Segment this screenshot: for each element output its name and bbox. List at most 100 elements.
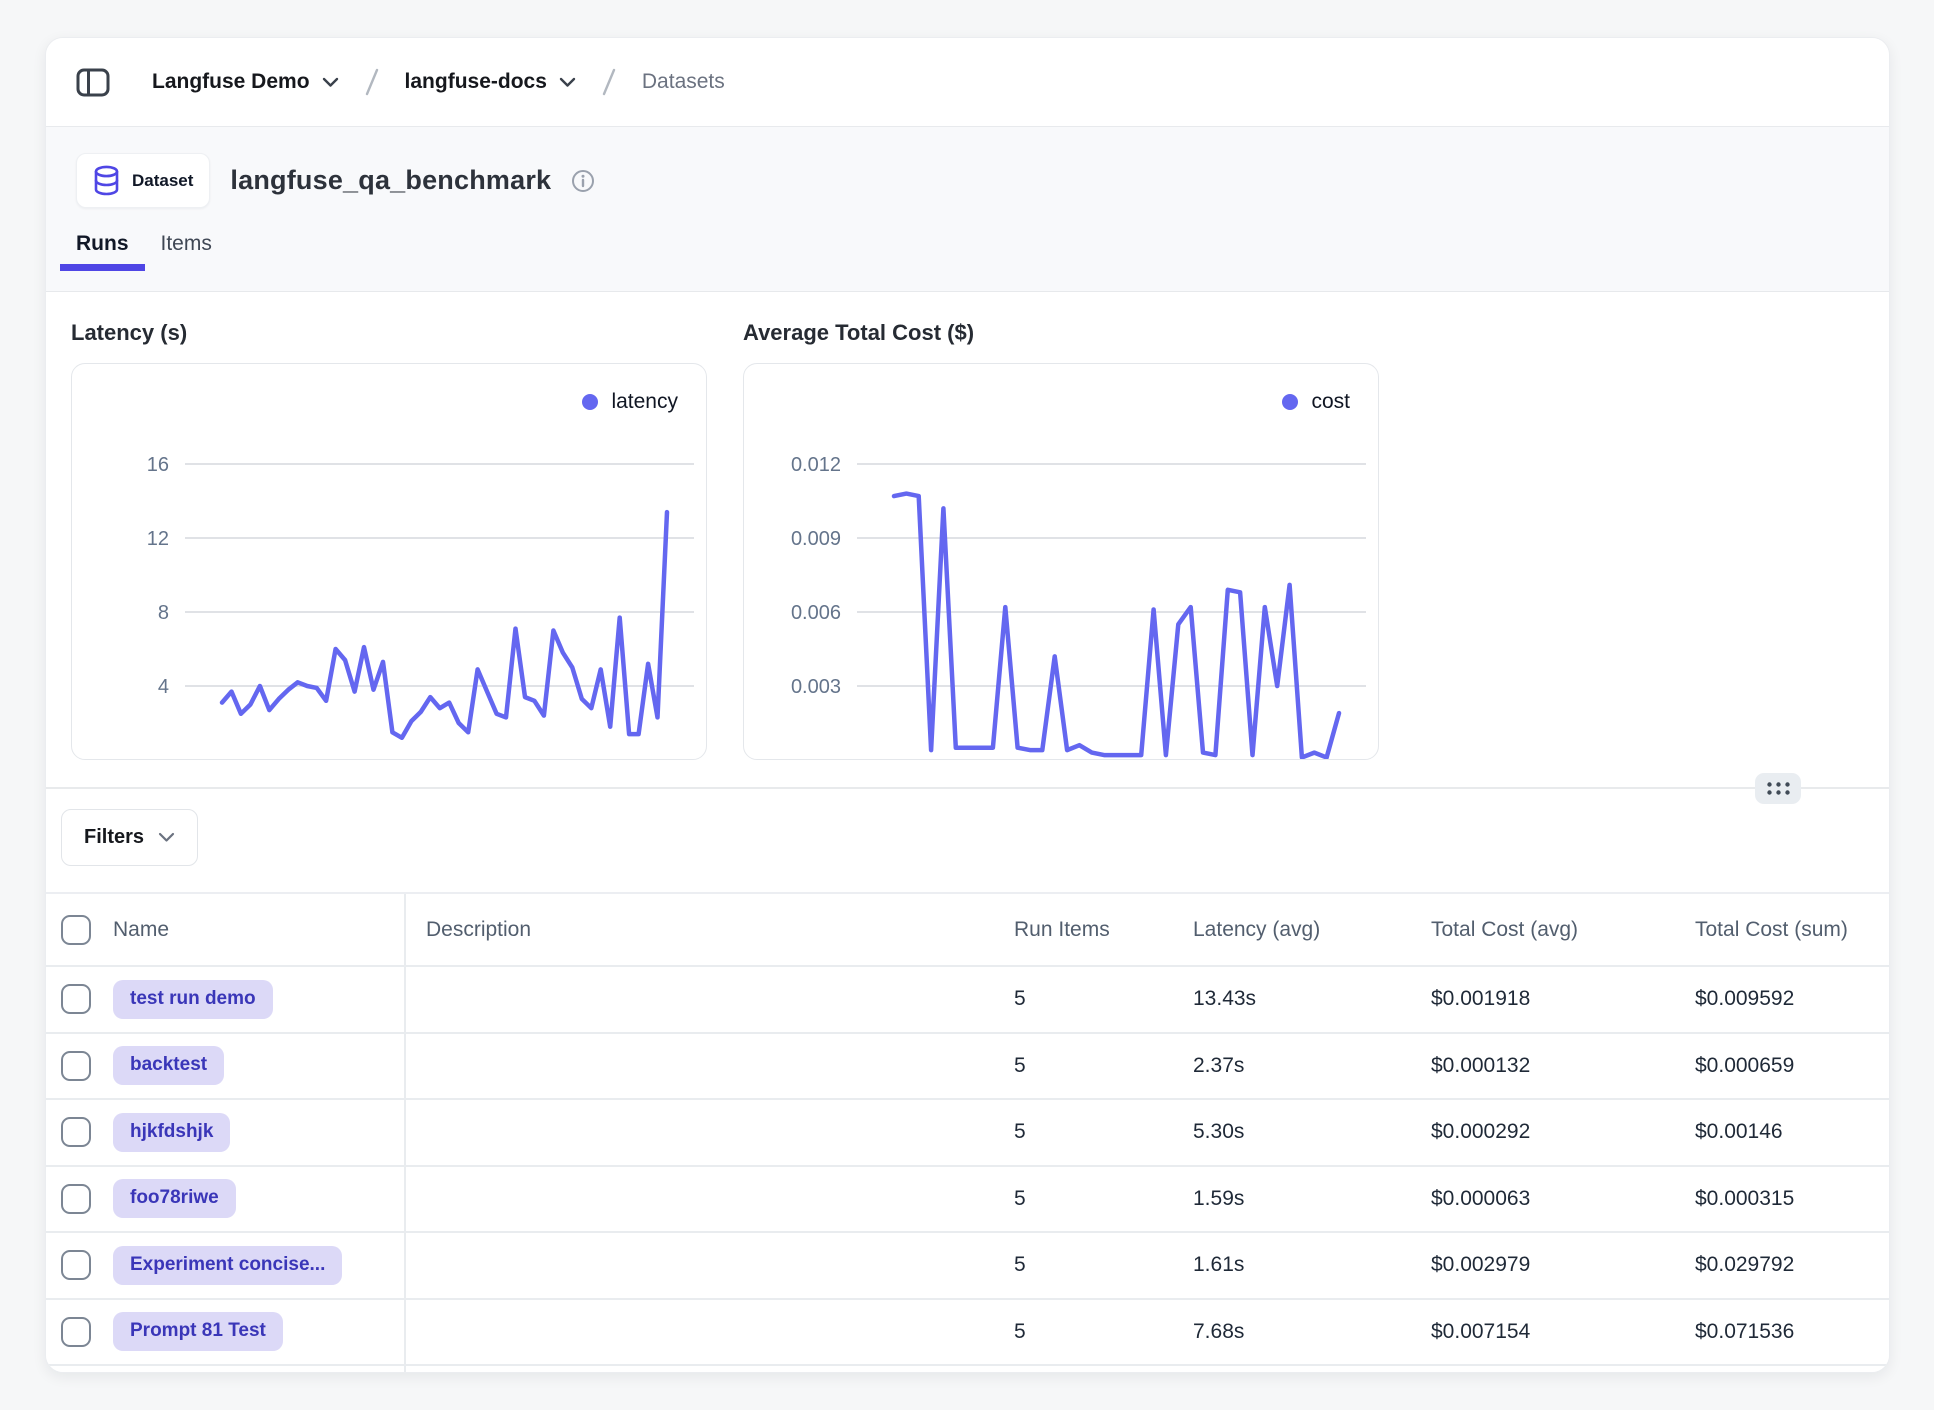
table-row-partial: [46, 1366, 1889, 1372]
tab-items[interactable]: Items: [160, 232, 212, 255]
filters-button-label: Filters: [84, 826, 145, 848]
column-header-total-cost-sum: Total Cost (sum): [1695, 917, 1848, 941]
latency-chart-title: Latency (s): [71, 320, 188, 345]
resize-handle[interactable]: [1755, 773, 1801, 804]
cell-total-cost-sum: $0.000659: [1695, 1053, 1795, 1077]
chevron-down-icon: [158, 832, 175, 842]
run-name-badge[interactable]: test run demo: [113, 979, 273, 1019]
run-name-badge[interactable]: backtest: [113, 1046, 225, 1086]
run-name-badge[interactable]: Prompt 81 Test: [113, 1312, 283, 1352]
column-header-description: Description: [426, 917, 532, 941]
cell-total-cost-sum: $0.029792: [1695, 1253, 1795, 1277]
svg-text:0.009: 0.009: [791, 528, 841, 550]
cell-description: [406, 1300, 1014, 1365]
legend-dot-icon: [582, 394, 599, 410]
breadcrumb-separator: [363, 66, 381, 98]
page-title: langfuse_qa_benchmark: [230, 165, 552, 195]
legend-dot-icon: [1282, 394, 1299, 410]
breadcrumb-separator: [600, 66, 618, 98]
row-checkbox[interactable]: [61, 1117, 91, 1148]
project-selector[interactable]: Langfuse Demo: [152, 70, 339, 94]
filters-section: Filters: [46, 789, 1889, 866]
cell-run-items: 5: [1014, 1053, 1026, 1077]
environment-selector[interactable]: langfuse-docs: [405, 70, 576, 94]
cell-description: [406, 1233, 1014, 1298]
svg-text:0.006: 0.006: [791, 602, 841, 624]
table-row: foo78riwe 5 1.59s $0.000063 $0.000315: [46, 1166, 1889, 1233]
table-header-row: Name Description Run Items Latency (avg)…: [46, 894, 1889, 967]
row-checkbox[interactable]: [61, 1316, 91, 1347]
cell-total-cost-sum: $0.00146: [1695, 1120, 1783, 1144]
cell-total-cost-avg: $0.001918: [1431, 987, 1531, 1011]
legend-label: cost: [1311, 390, 1350, 413]
cell-total-cost-avg: $0.000063: [1431, 1186, 1531, 1210]
cell-total-cost-sum: $0.000315: [1695, 1186, 1795, 1210]
row-checkbox[interactable]: [61, 1250, 91, 1281]
column-header-run-items: Run Items: [1014, 917, 1110, 941]
legend-label: latency: [611, 390, 678, 413]
cell-description: [406, 1100, 1014, 1165]
cell-run-items: 5: [1014, 1253, 1026, 1277]
cell-total-cost-sum: $0.009592: [1695, 987, 1795, 1011]
section-divider: [46, 773, 1889, 804]
column-header-latency-avg: Latency (avg): [1193, 917, 1321, 941]
svg-text:0.012: 0.012: [791, 454, 841, 476]
cost-line-plot: 0.003 0.006 0.009 0.012: [791, 454, 1366, 759]
run-name-badge[interactable]: hjkfdshjk: [113, 1112, 231, 1152]
cell-run-items: 5: [1014, 1186, 1026, 1210]
cell-run-items: 5: [1014, 1120, 1026, 1144]
svg-text:16: 16: [147, 454, 169, 476]
run-name-badge[interactable]: Experiment concise...: [113, 1245, 343, 1285]
cell-total-cost-avg: $0.000292: [1431, 1120, 1531, 1144]
row-checkbox[interactable]: [61, 984, 91, 1015]
svg-text:4: 4: [158, 676, 169, 698]
cell-total-cost-avg: $0.007154: [1431, 1319, 1531, 1343]
cost-chart-block: Average Total Cost ($) 0.003 0.006 0.009 0.…: [743, 320, 1379, 760]
dataset-badge: Dataset: [76, 153, 211, 208]
tab-bar: Runs Items: [60, 224, 1859, 271]
column-header-name: Name: [113, 917, 170, 941]
project-name: Langfuse Demo: [152, 70, 310, 93]
breadcrumb: Langfuse Demo langfuse-docs Datasets: [46, 38, 1889, 127]
cell-total-cost-sum: $0.071536: [1695, 1319, 1795, 1343]
table-body: test run demo 5 13.43s $0.001918 $0.009592 ba…: [46, 967, 1889, 1366]
sidebar-toggle-button[interactable]: [76, 68, 110, 97]
info-icon[interactable]: [571, 169, 595, 193]
cell-description: [406, 1167, 1014, 1232]
table-row: hjkfdshjk 5 5.30s $0.000292 $0.00146: [46, 1100, 1889, 1167]
cost-chart-title: Average Total Cost ($): [743, 320, 975, 345]
table-row: Prompt 81 Test 5 7.68s $0.007154 $0.071536: [46, 1299, 1889, 1366]
cell-description: [406, 967, 1014, 1032]
select-all-checkbox[interactable]: [61, 914, 91, 945]
run-name-badge[interactable]: foo78riwe: [113, 1179, 236, 1219]
cell-run-items: 5: [1014, 987, 1026, 1011]
charts-section: Latency (s) 4 8 12 16 latency Average Total…: [46, 292, 1889, 760]
svg-text:8: 8: [158, 602, 169, 624]
runs-table: Name Description Run Items Latency (avg)…: [46, 892, 1889, 1372]
table-row: Experiment concise... 5 1.61s $0.002979 $0.0…: [46, 1233, 1889, 1300]
latency-chart: 4 8 12 16 latency: [71, 363, 707, 760]
filters-button[interactable]: Filters: [61, 809, 199, 866]
grip-dots-icon: [1766, 782, 1790, 795]
cell-total-cost-avg: $0.000132: [1431, 1053, 1531, 1077]
cell-run-items: 5: [1014, 1319, 1026, 1343]
chevron-down-icon: [559, 77, 576, 87]
cost-legend: cost: [1282, 390, 1350, 414]
row-checkbox[interactable]: [61, 1183, 91, 1214]
latency-line-plot: 4 8 12 16: [147, 454, 694, 741]
row-checkbox[interactable]: [61, 1050, 91, 1081]
column-header-total-cost-avg: Total Cost (avg): [1431, 917, 1579, 941]
cell-latency-avg: 7.68s: [1193, 1319, 1245, 1343]
cell-total-cost-avg: $0.002979: [1431, 1253, 1531, 1277]
breadcrumb-page-datasets: Datasets: [641, 70, 725, 93]
chevron-down-icon: [322, 77, 338, 87]
database-icon: [94, 165, 119, 196]
cell-latency-avg: 13.43s: [1193, 987, 1257, 1011]
cell-latency-avg: 1.59s: [1193, 1186, 1245, 1210]
tab-runs[interactable]: Runs: [60, 224, 145, 271]
latency-legend: latency: [582, 390, 678, 414]
svg-text:0.003: 0.003: [791, 676, 841, 698]
table-row: backtest 5 2.37s $0.000132 $0.000659: [46, 1033, 1889, 1100]
cell-latency-avg: 5.30s: [1193, 1120, 1245, 1144]
page-header: Dataset langfuse_qa_benchmark Runs Items: [46, 127, 1889, 292]
